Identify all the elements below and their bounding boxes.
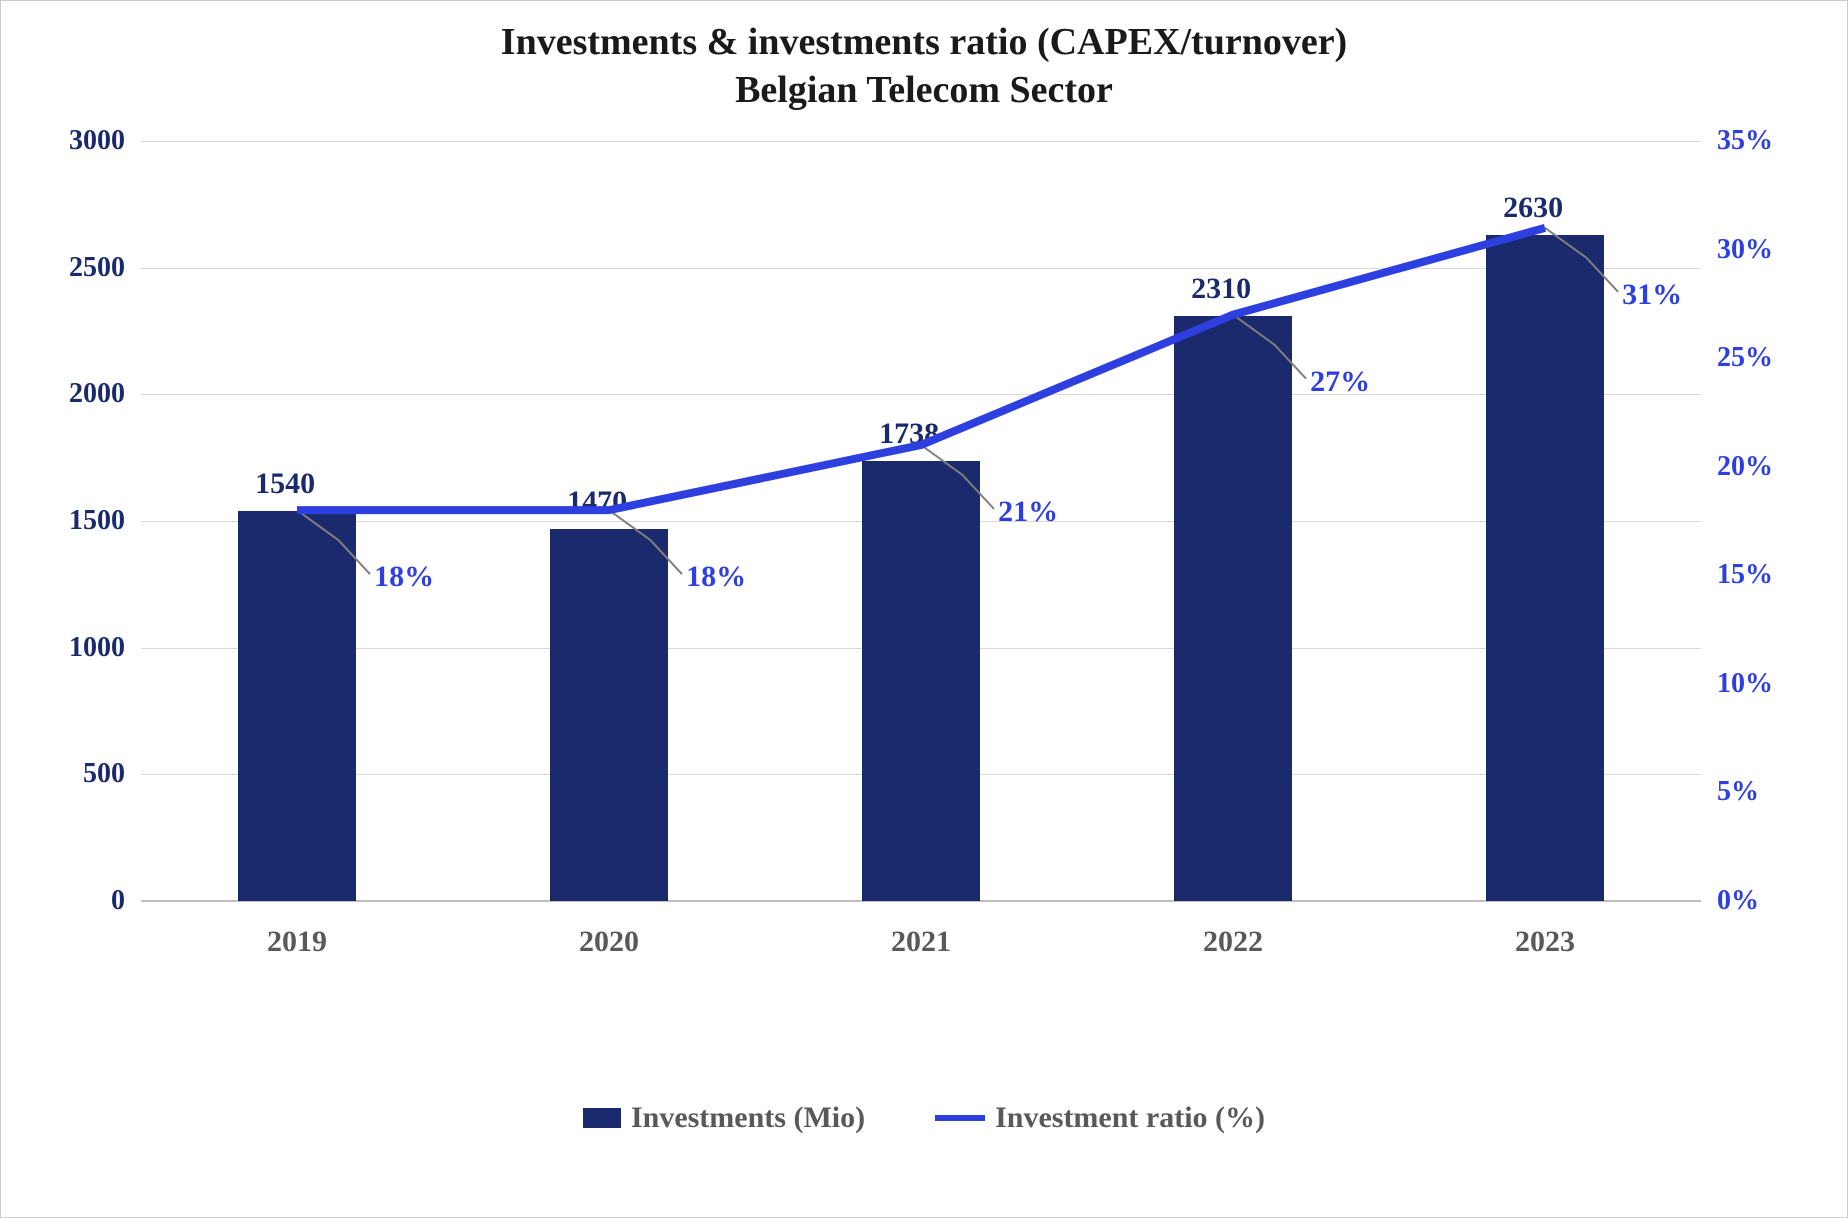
chart-title-line1: Investments & investments ratio (CAPEX/t…: [1, 19, 1847, 67]
y1-tick-label: 0: [111, 885, 141, 917]
y2-tick-label: 0%: [1701, 885, 1759, 917]
chart-title-line2: Belgian Telecom Sector: [1, 67, 1847, 115]
x-tick-label: 2021: [891, 901, 951, 959]
y1-tick-label: 1500: [69, 505, 141, 537]
x-tick-label: 2019: [267, 901, 327, 959]
y2-tick-label: 15%: [1701, 559, 1773, 591]
bar: [1174, 316, 1293, 901]
legend-item-line: Investment ratio (%): [935, 1101, 1265, 1135]
y2-tick-label: 10%: [1701, 668, 1773, 700]
bar: [238, 511, 357, 901]
chart-title: Investments & investments ratio (CAPEX/t…: [1, 19, 1847, 114]
x-tick-label: 2022: [1203, 901, 1263, 959]
y2-tick-label: 5%: [1701, 776, 1759, 808]
y2-tick-label: 35%: [1701, 125, 1773, 157]
legend-label-line: Investment ratio (%): [995, 1101, 1265, 1135]
gridline: [141, 394, 1701, 395]
bar-value-label: 2630: [1503, 191, 1563, 225]
plot-area: 0500100015002000250030000%5%10%15%20%25%…: [141, 141, 1701, 901]
y2-tick-label: 20%: [1701, 451, 1773, 483]
line-value-label: 31%: [1622, 278, 1682, 312]
y1-tick-label: 3000: [69, 125, 141, 157]
bar: [862, 461, 981, 901]
x-tick-label: 2020: [579, 901, 639, 959]
gridline: [141, 268, 1701, 269]
bar: [1486, 235, 1605, 901]
bar-value-label: 1470: [567, 485, 627, 519]
bar: [550, 529, 669, 901]
y2-tick-label: 25%: [1701, 342, 1773, 374]
line-value-label: 27%: [1310, 365, 1370, 399]
legend-label-bars: Investments (Mio): [631, 1101, 865, 1135]
line-value-label: 21%: [998, 495, 1058, 529]
gridline: [141, 141, 1701, 142]
bar-value-label: 1738: [879, 417, 939, 451]
line-value-label: 18%: [374, 560, 434, 594]
legend: Investments (Mio) Investment ratio (%): [1, 1101, 1847, 1135]
bar-value-label: 2310: [1191, 272, 1251, 306]
line-value-label: 18%: [686, 560, 746, 594]
x-tick-label: 2023: [1515, 901, 1575, 959]
bar-swatch-icon: [583, 1108, 621, 1128]
y1-tick-label: 2500: [69, 252, 141, 284]
y2-tick-label: 30%: [1701, 234, 1773, 266]
y1-tick-label: 1000: [69, 632, 141, 664]
legend-item-bars: Investments (Mio): [583, 1101, 865, 1135]
y1-tick-label: 500: [83, 758, 141, 790]
bar-value-label: 1540: [255, 467, 315, 501]
line-swatch-icon: [935, 1115, 985, 1121]
chart-container: Investments & investments ratio (CAPEX/t…: [0, 0, 1848, 1218]
y1-tick-label: 2000: [69, 378, 141, 410]
